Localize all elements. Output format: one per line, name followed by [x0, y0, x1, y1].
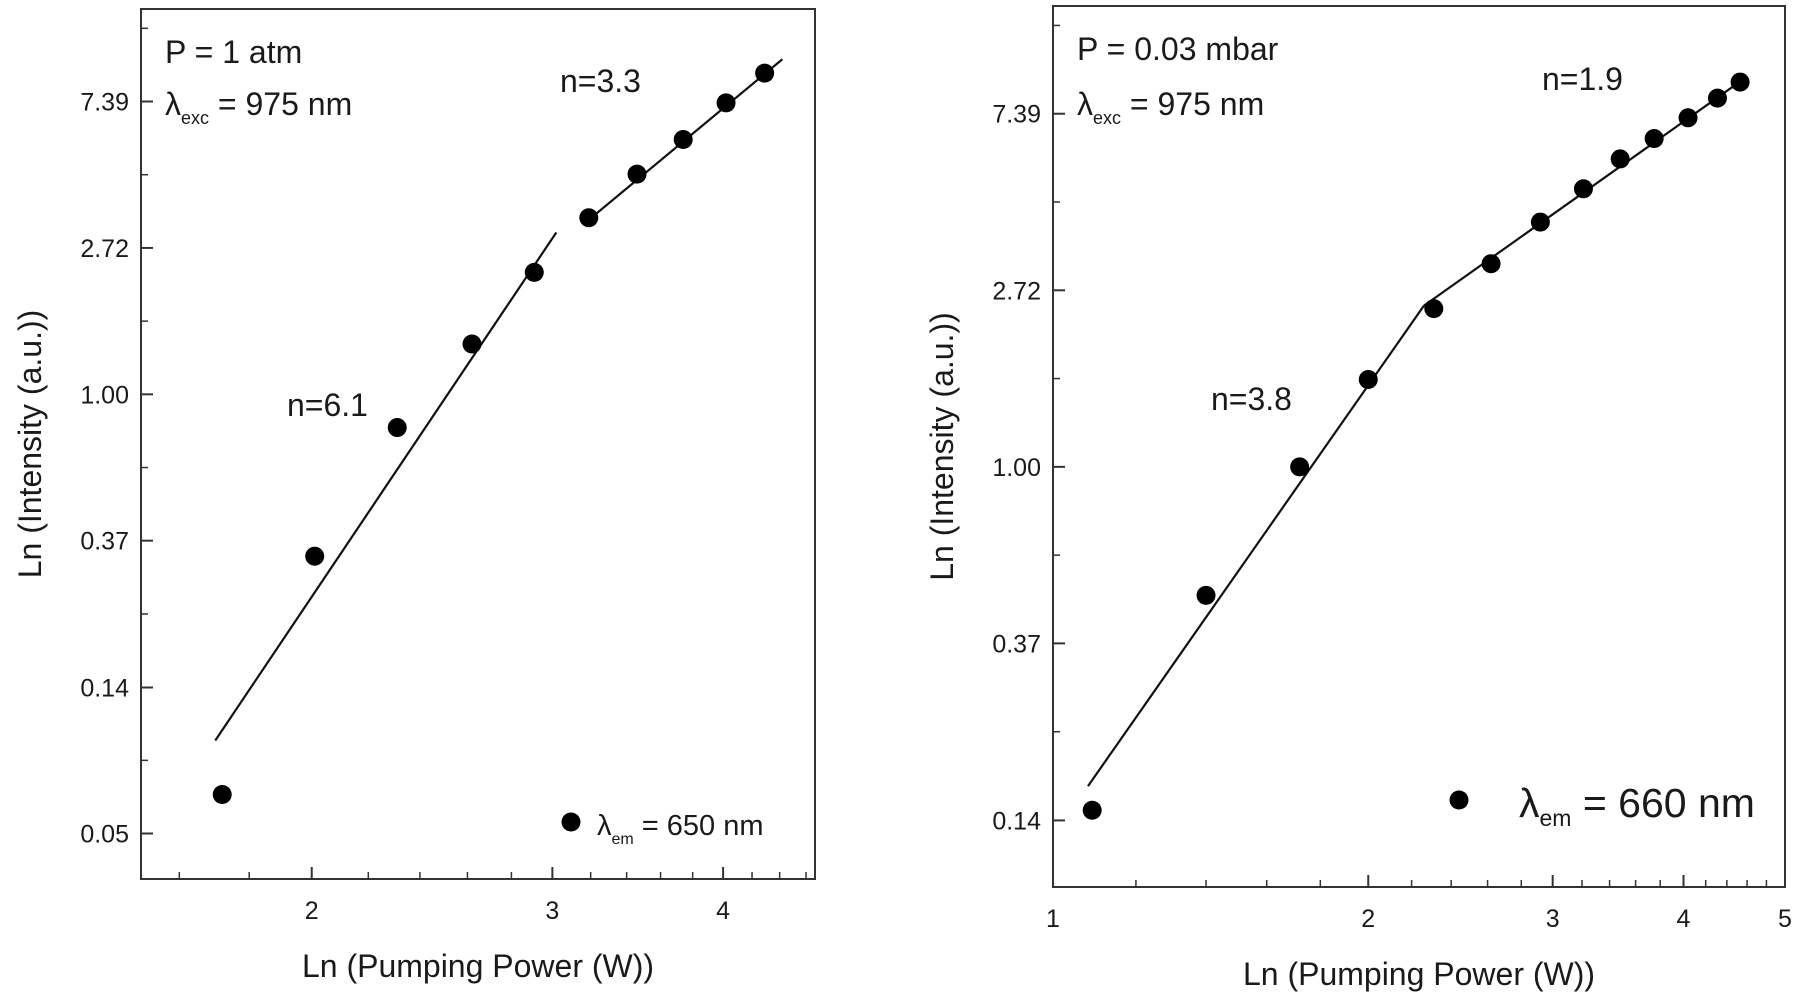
x-tick-label: 2	[1361, 905, 1375, 933]
data-point	[387, 418, 407, 438]
y-tick-label: 0.37	[992, 630, 1041, 658]
x-tick-label: 4	[716, 897, 730, 925]
y-tick-label: 2.72	[992, 277, 1041, 305]
data-point	[1082, 800, 1102, 820]
subscript: exc	[1093, 108, 1121, 128]
x-tick-label: 2	[305, 897, 319, 925]
data-point	[579, 208, 599, 228]
x-tick-label: 5	[1778, 905, 1792, 933]
data-point	[1424, 299, 1444, 319]
data-point	[627, 164, 647, 184]
pressure-annotation: P = 1 atm	[165, 34, 302, 70]
y-tick-label: 0.14	[992, 807, 1041, 835]
slope-label-high: n=3.3	[560, 63, 641, 99]
slope-label-low: n=6.1	[287, 387, 368, 423]
pressure-annotation: P = 0.03 mbar	[1077, 31, 1279, 67]
data-point	[305, 546, 325, 566]
legend: λem = 650 nm	[561, 810, 764, 848]
y-tick-label: 1.00	[992, 454, 1041, 482]
excitation-annotation: λexc = 975 nm	[1077, 86, 1264, 128]
y-tick-label: 7.39	[80, 89, 129, 117]
legend: λem = 660 nm	[1449, 780, 1755, 831]
lambda-symbol: λ	[597, 810, 612, 842]
x-tick-label: 4	[1677, 905, 1691, 933]
subscript: exc	[181, 108, 209, 128]
data-point	[462, 334, 482, 354]
plot-frame	[1052, 5, 1786, 888]
y-tick-label: 1.00	[80, 381, 129, 409]
slope-label-high: n=1.9	[1542, 61, 1623, 97]
y-tick-label: 0.05	[80, 821, 129, 849]
data-point	[1290, 457, 1310, 477]
y-tick-label: 2.72	[80, 235, 129, 263]
data-point	[673, 130, 693, 150]
data-point	[1530, 212, 1550, 232]
x-tick-label: 1	[1046, 905, 1060, 933]
plot-frame	[140, 8, 816, 880]
data-point	[1358, 370, 1378, 390]
legend-marker	[1449, 790, 1469, 810]
subscript: em	[1540, 805, 1572, 831]
lambda-symbol: λ	[1519, 780, 1540, 826]
data-point	[212, 785, 232, 805]
x-tick-label: 3	[1546, 905, 1560, 933]
lambda-symbol: λ	[1077, 86, 1093, 122]
y-axis-label: Ln (Intensity (a.u.))	[924, 312, 960, 581]
data-point	[1481, 254, 1501, 274]
chart-panel-2: 1 2 3 4 5 7.39 2.72 1.00 0.37 0.14 Ln (Pumping Pow…	[924, 5, 1792, 992]
legend-marker	[561, 812, 581, 832]
x-axis-label: Ln (Pumping Power (W))	[1243, 956, 1595, 992]
data-point	[1573, 179, 1593, 199]
x-axis-label: Ln (Pumping Power (W))	[302, 948, 654, 984]
fit-line	[214, 231, 558, 742]
data-point	[1610, 149, 1630, 169]
y-tick-label: 7.39	[992, 101, 1041, 129]
lambda-symbol: λ	[165, 86, 181, 122]
data-point	[524, 262, 544, 282]
chart-panel-1: 2 3 4 7.39 2.72 1.00 0.37 0.14 0.05 Ln (Pumping P…	[12, 8, 816, 984]
legend-label: λem = 650 nm	[597, 810, 764, 848]
excitation-annotation: λexc = 975 nm	[165, 86, 352, 128]
y-tick-label: 0.37	[80, 528, 129, 556]
y-axis-label: Ln (Intensity (a.u.))	[12, 310, 48, 579]
data-point	[1707, 88, 1727, 108]
slope-label-low: n=3.8	[1211, 381, 1292, 417]
data-point	[1730, 72, 1750, 92]
legend-value: = 650 nm	[634, 810, 764, 842]
data-point	[755, 63, 775, 83]
data-point	[716, 93, 736, 113]
y-tick-label: 0.14	[80, 675, 129, 703]
x-tick-label: 3	[545, 897, 559, 925]
subscript: em	[612, 831, 634, 848]
legend-label: λem = 660 nm	[1519, 780, 1755, 831]
excitation-value: = 975 nm	[209, 86, 352, 122]
data-point	[1196, 585, 1216, 605]
excitation-value: = 975 nm	[1121, 86, 1264, 122]
data-point	[1644, 129, 1664, 149]
legend-value: = 660 nm	[1571, 780, 1754, 826]
data-point	[1678, 108, 1698, 128]
